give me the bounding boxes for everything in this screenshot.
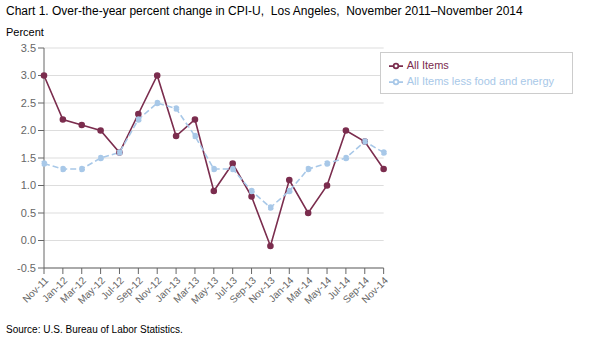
svg-text:-0.5: -0.5 [17, 262, 36, 274]
svg-text:Jul-13: Jul-13 [212, 274, 240, 302]
svg-text:Jan-14: Jan-14 [266, 274, 296, 305]
svg-text:Nov-11: Nov-11 [20, 274, 51, 305]
svg-text:0.0: 0.0 [21, 234, 36, 246]
svg-text:Nov-13: Nov-13 [246, 274, 277, 306]
svg-text:Nov-12: Nov-12 [133, 274, 164, 306]
svg-text:Nov-14: Nov-14 [359, 274, 390, 305]
svg-text:Mar-14: Mar-14 [284, 274, 315, 305]
html-text:All Items less food and energy: All Items less food and energy [406, 75, 554, 88]
svg-text:May-12: May-12 [75, 274, 107, 306]
svg-text:2.0: 2.0 [21, 124, 36, 136]
svg-text:Mar-12: Mar-12 [58, 274, 89, 305]
svg-text:May-14: May-14 [302, 274, 334, 306]
html-text:All Items: All Items [406, 59, 449, 71]
svg-text:Sep-14: Sep-14 [340, 274, 372, 306]
svg-text:May-13: May-13 [188, 274, 221, 306]
svg-text:Jul-14: Jul-14 [325, 274, 353, 302]
html-text:Source: U.S. Bureau of Labor S: Source: U.S. Bureau of Labor Statistics. [6, 324, 183, 335]
svg-text:Mar-13: Mar-13 [171, 274, 202, 305]
svg-text:Jan-12: Jan-12 [39, 274, 70, 305]
svg-text:3.0: 3.0 [21, 69, 36, 81]
svg-text:1.5: 1.5 [21, 152, 36, 164]
svg-text:0.5: 0.5 [21, 207, 36, 219]
svg-text:Jan-13: Jan-13 [153, 274, 183, 305]
svg-text:Sep-12: Sep-12 [114, 274, 145, 306]
html-text:Percent: Percent [6, 26, 44, 38]
html-text:Chart 1. Over-the-year percent: Chart 1. Over-the-year percent change in… [6, 4, 523, 18]
svg-text:3.5: 3.5 [21, 42, 36, 54]
svg-text:Sep-13: Sep-13 [227, 274, 258, 306]
svg-text:Jul-12: Jul-12 [98, 274, 126, 302]
svg-text:2.5: 2.5 [21, 97, 36, 109]
svg-text:1.0: 1.0 [21, 179, 36, 191]
